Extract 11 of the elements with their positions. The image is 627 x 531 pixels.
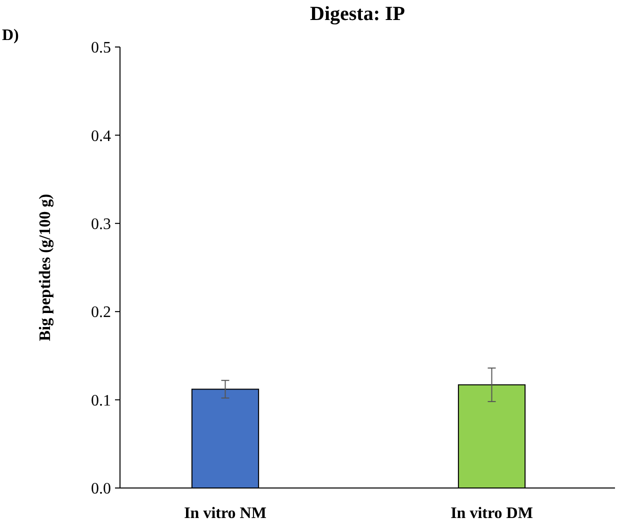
y-tick-label: 0.4 [91,128,111,145]
x-tick-label: In vitro NM [184,505,266,522]
y-tick-label: 0.5 [91,40,111,57]
y-tick-label: 0.2 [91,304,111,322]
text: D) [2,27,19,44]
y-axis-title: Big peptides (g/100 g) [37,194,54,342]
x-tick-label: In vitro DM [450,505,533,522]
y-tick-label: 0.3 [91,216,111,233]
y-tick-label: 0.1 [91,392,111,410]
chart-title: Digesta: IP [310,3,405,25]
y-tick-label: 0.0 [91,480,111,498]
